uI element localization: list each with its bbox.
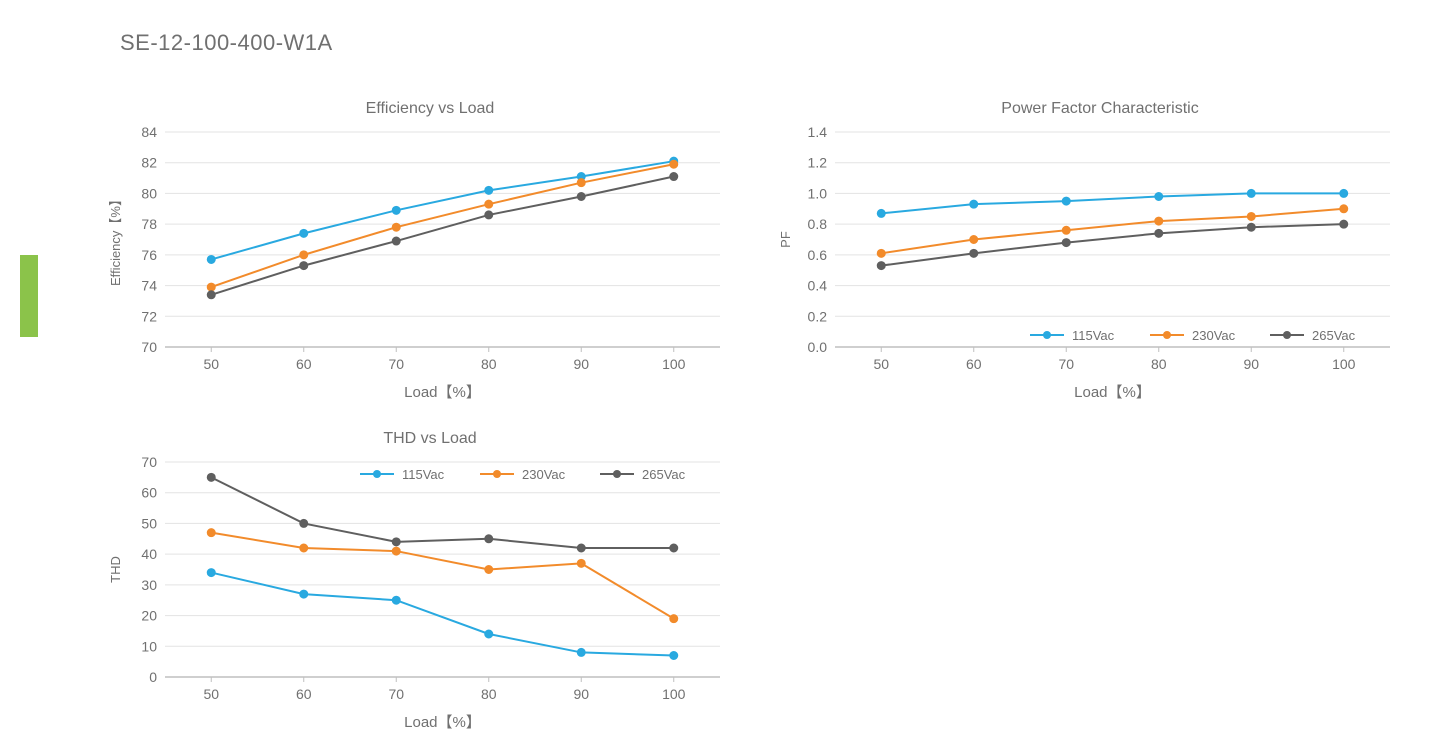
svg-text:90: 90 — [573, 686, 589, 702]
svg-text:60: 60 — [296, 686, 312, 702]
svg-text:60: 60 — [141, 485, 157, 501]
svg-text:50: 50 — [873, 356, 889, 372]
svg-text:Load【%】: Load【%】 — [404, 714, 481, 731]
svg-text:1.4: 1.4 — [808, 124, 828, 140]
svg-text:Efficiency【%】: Efficiency【%】 — [108, 193, 123, 286]
svg-text:0.0: 0.0 — [808, 339, 828, 355]
svg-text:90: 90 — [1243, 356, 1259, 372]
svg-text:0.2: 0.2 — [808, 308, 828, 324]
svg-text:40: 40 — [141, 546, 157, 562]
svg-text:PF: PF — [778, 231, 793, 248]
chart-thd: THD vs Load 0 10 20 30 40 50 60 70 50 60 70 80 90 100… — [100, 430, 760, 750]
side-accent-tab — [20, 255, 38, 337]
svg-text:76: 76 — [141, 247, 157, 263]
svg-text:1.2: 1.2 — [808, 155, 828, 171]
svg-text:50: 50 — [203, 356, 219, 372]
svg-text:60: 60 — [296, 356, 312, 372]
svg-text:80: 80 — [481, 686, 497, 702]
svg-text:Load【%】: Load【%】 — [404, 384, 481, 401]
svg-text:30: 30 — [141, 577, 157, 593]
svg-text:265Vac: 265Vac — [1312, 328, 1356, 343]
svg-text:230Vac: 230Vac — [522, 467, 566, 482]
svg-text:80: 80 — [481, 356, 497, 372]
chart-empty — [770, 430, 1430, 750]
svg-text:0: 0 — [149, 669, 157, 685]
svg-text:100: 100 — [1332, 356, 1356, 372]
svg-text:100: 100 — [662, 356, 686, 372]
chart-title: Efficiency vs Load — [100, 100, 760, 118]
charts-grid: Efficiency vs Load 707274767880828450607… — [100, 100, 1430, 750]
svg-text:82: 82 — [141, 155, 157, 171]
svg-text:74: 74 — [141, 278, 157, 294]
svg-text:70: 70 — [388, 356, 404, 372]
svg-text:265Vac: 265Vac — [642, 467, 686, 482]
svg-text:70: 70 — [141, 454, 157, 470]
svg-text:THD: THD — [108, 556, 123, 583]
svg-text:10: 10 — [141, 638, 157, 654]
svg-text:100: 100 — [662, 686, 686, 702]
svg-text:70: 70 — [388, 686, 404, 702]
svg-text:90: 90 — [573, 356, 589, 372]
svg-text:230Vac: 230Vac — [1192, 328, 1236, 343]
svg-text:115Vac: 115Vac — [402, 467, 445, 482]
svg-text:84: 84 — [141, 124, 157, 140]
svg-text:80: 80 — [1151, 356, 1167, 372]
chart-title: Power Factor Characteristic — [770, 100, 1430, 118]
svg-text:0.8: 0.8 — [808, 216, 828, 232]
svg-text:50: 50 — [203, 686, 219, 702]
svg-text:60: 60 — [966, 356, 982, 372]
svg-text:80: 80 — [141, 185, 157, 201]
chart-svg: 0 10 20 30 40 50 60 70 50 60 70 80 90 100 Load【%】 THD 11… — [100, 452, 740, 742]
svg-text:70: 70 — [1058, 356, 1074, 372]
page-title: SE-12-100-400-W1A — [120, 30, 333, 56]
svg-text:20: 20 — [141, 608, 157, 624]
chart-title: THD vs Load — [100, 430, 760, 448]
svg-text:50: 50 — [141, 515, 157, 531]
chart-efficiency: Efficiency vs Load 707274767880828450607… — [100, 100, 760, 420]
chart-pf: Power Factor Characteristic 0.0 0.2 0.4 0.6… — [770, 100, 1430, 420]
svg-text:78: 78 — [141, 216, 157, 232]
chart-svg: 0.0 0.2 0.4 0.6 0.8 1.0 1.2 1.4 50 60 70 80 90 100 Loa… — [770, 122, 1410, 412]
chart-svg: 70 72 74 76 78 80 82 84 50 60 70 80 90 100 Load【%】 Effi… — [100, 122, 740, 412]
svg-text:72: 72 — [141, 308, 157, 324]
svg-text:115Vac: 115Vac — [1072, 328, 1115, 343]
svg-text:1.0: 1.0 — [808, 185, 828, 201]
svg-text:Load【%】: Load【%】 — [1074, 384, 1151, 401]
svg-text:0.4: 0.4 — [808, 278, 828, 294]
svg-text:0.6: 0.6 — [808, 247, 828, 263]
svg-text:70: 70 — [141, 339, 157, 355]
